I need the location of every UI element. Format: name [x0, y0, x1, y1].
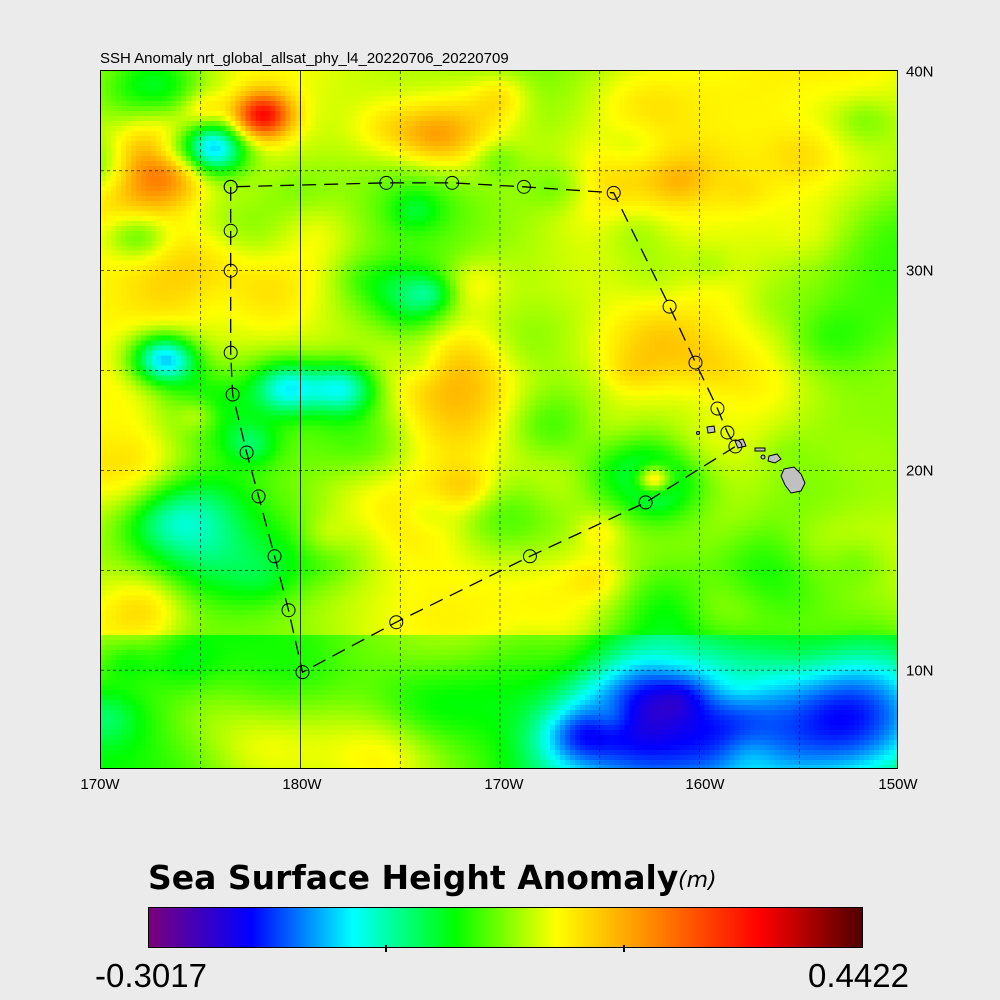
track-point: [267, 549, 282, 564]
island-lanai: [760, 454, 766, 460]
gridlines: [101, 71, 897, 768]
colorbar-tick: [623, 945, 625, 952]
island-oahu: [734, 438, 747, 449]
lon-label: 170W: [484, 776, 524, 793]
track-point: [638, 495, 653, 510]
island-molokai: [754, 447, 766, 452]
track-point: [516, 179, 531, 194]
track-point: [389, 615, 404, 630]
track-point: [606, 185, 621, 200]
island-niihau: [696, 431, 700, 435]
track-point: [225, 387, 240, 402]
lat-label: 30N: [906, 262, 934, 280]
lon-label: 160W: [685, 776, 725, 793]
island-maui: [767, 453, 782, 464]
lon-label: 180W: [282, 776, 322, 793]
colorbar-title: Sea Surface Height Anomaly: [148, 858, 679, 897]
track-point: [281, 603, 296, 618]
track-point: [688, 355, 703, 370]
map-overlay: [101, 71, 897, 768]
track-point: [662, 299, 677, 314]
lat-label: 40N: [906, 63, 934, 81]
track-point: [445, 175, 460, 190]
track-point: [295, 665, 310, 680]
island-kauai: [706, 425, 716, 434]
track-point: [720, 425, 735, 440]
ssh-anomaly-map: [100, 70, 898, 769]
colorbar-min-label: -0.3017: [95, 957, 207, 994]
lat-label: 10N: [906, 662, 934, 680]
lon-label: 150W: [878, 776, 918, 793]
track-point: [379, 175, 394, 190]
hawaii-islands: [696, 425, 806, 494]
colorbar: [148, 907, 863, 948]
track-point: [223, 179, 238, 194]
track-point: [728, 439, 743, 454]
track-point: [223, 345, 238, 360]
colorbar-unit: (m): [678, 868, 717, 893]
track-point: [239, 445, 254, 460]
colorbar-tick: [385, 945, 387, 952]
lat-label: 20N: [906, 462, 934, 480]
track-point: [710, 401, 725, 416]
track-point: [223, 223, 238, 238]
track-point: [251, 489, 266, 504]
map-title: SSH Anomaly nrt_global_allsat_phy_l4_202…: [100, 50, 509, 67]
track-line: [230, 182, 737, 674]
ssh-field-raster: [101, 71, 897, 768]
colorbar-max-label: 0.4422: [808, 957, 909, 994]
track: [223, 175, 743, 680]
track-point: [522, 549, 537, 564]
lon-label: 170W: [80, 776, 120, 793]
island-big-island: [780, 466, 806, 494]
track-point: [223, 263, 238, 278]
